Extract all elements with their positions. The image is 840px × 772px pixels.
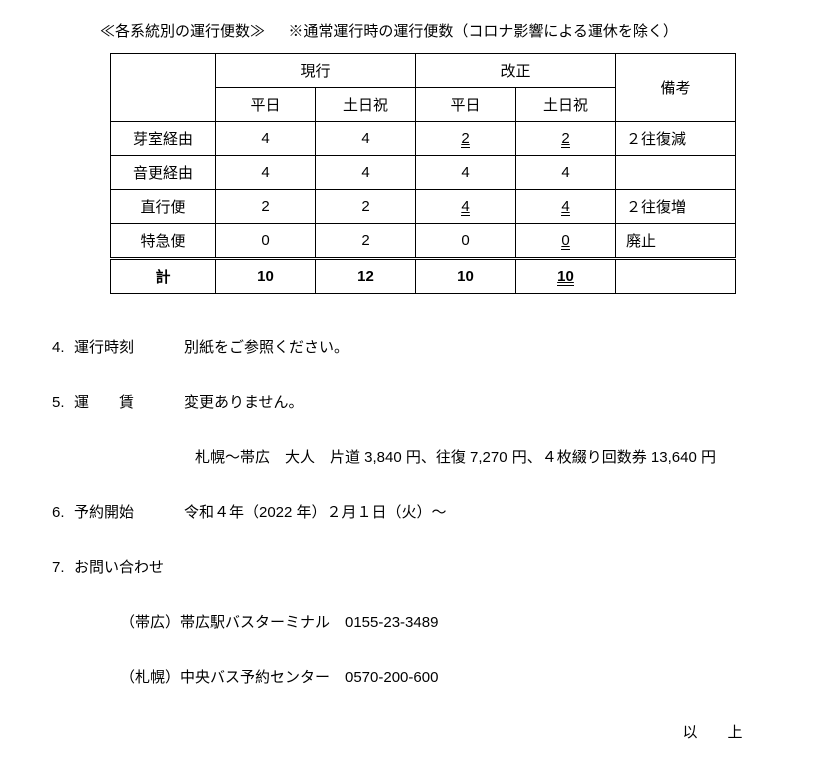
new-holiday: 2 [516,122,616,156]
header-current: 現行 [216,54,416,88]
total-new-holiday: 10 [516,259,616,294]
new-holiday: 4 [516,190,616,224]
row-note [616,156,736,190]
cur-holiday: 4 [316,156,416,190]
header-new-weekday: 平日 [416,88,516,122]
item-num: 7. [40,554,74,581]
row-note: ２往復増 [616,190,736,224]
table-row: 音更経由4444 [111,156,736,190]
contact-sapporo: （札幌）中央バス予約センター 0570-200-600 [40,664,800,691]
cur-weekday: 2 [216,190,316,224]
item-content: 変更ありません。 [184,389,800,416]
route-name: 特急便 [111,224,216,259]
new-holiday: 0 [516,224,616,259]
header-new-holiday: 土日祝 [516,88,616,122]
table-row: 特急便0200廃止 [111,224,736,259]
row-note: ２往復減 [616,122,736,156]
cur-holiday: 4 [316,122,416,156]
cur-weekday: 0 [216,224,316,259]
title-note: ※通常運行時の運行便数（コロナ影響による運休を除く） [288,23,678,40]
new-holiday: 4 [516,156,616,190]
total-new-weekday: 10 [416,259,516,294]
title-main: ≪各系統別の運行便数≫ [100,23,265,40]
section-title: ≪各系統別の運行便数≫ ※通常運行時の運行便数（コロナ影響による運休を除く） [40,20,800,41]
new-weekday: 0 [416,224,516,259]
item-label: 運行時刻 [74,334,184,361]
item-num: 6. [40,499,74,526]
table-total-row: 計10121010 [111,259,736,294]
header-cur-weekday: 平日 [216,88,316,122]
item-num: 5. [40,389,74,416]
route-name: 直行便 [111,190,216,224]
table-row: 直行便2244２往復増 [111,190,736,224]
new-weekday: 2 [416,122,516,156]
item-content: 令和４年（2022 年）２月１日（火）～ [184,499,800,526]
item-label: 予約開始 [74,499,184,526]
service-table: 現行 改正 備考 平日 土日祝 平日 土日祝 芽室経由4422２往復減音更経由4… [110,53,736,294]
header-cur-holiday: 土日祝 [316,88,416,122]
item-label: お問い合わせ [74,554,164,581]
route-name: 芽室経由 [111,122,216,156]
cur-holiday: 2 [316,224,416,259]
total-label: 計 [111,259,216,294]
contact-obihiro: （帯広）帯広駅バスターミナル 0155-23-3489 [40,609,800,636]
total-cur-holiday: 12 [316,259,416,294]
new-weekday: 4 [416,190,516,224]
item-4: 4. 運行時刻 別紙をご参照ください。 [40,334,800,361]
item-label: 運 賃 [74,389,184,416]
item-5: 5. 運 賃 変更ありません。 [40,389,800,416]
header-remarks: 備考 [616,54,736,122]
fare-detail: 札幌～帯広 大人 片道 3,840 円、往復 7,270 円、４枚綴り回数券 1… [40,444,800,471]
closing: 以 上 [40,721,800,742]
item-content: 別紙をご参照ください。 [184,334,800,361]
cur-holiday: 2 [316,190,416,224]
header-route [111,54,216,122]
total-note [616,259,736,294]
table-row: 芽室経由4422２往復減 [111,122,736,156]
cur-weekday: 4 [216,156,316,190]
route-name: 音更経由 [111,156,216,190]
row-note: 廃止 [616,224,736,259]
cur-weekday: 4 [216,122,316,156]
header-revised: 改正 [416,54,616,88]
total-cur-weekday: 10 [216,259,316,294]
item-6: 6. 予約開始 令和４年（2022 年）２月１日（火）～ [40,499,800,526]
item-num: 4. [40,334,74,361]
item-7: 7. お問い合わせ [40,554,800,581]
new-weekday: 4 [416,156,516,190]
